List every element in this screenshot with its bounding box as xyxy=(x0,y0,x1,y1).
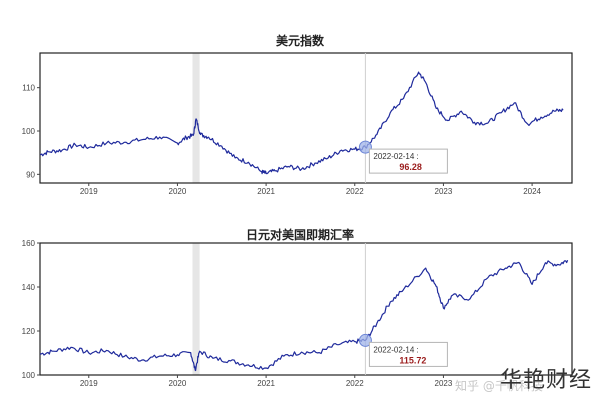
plot-frame xyxy=(39,52,573,184)
y-tick-label: 160 xyxy=(22,239,36,248)
annotation-date: 2022-02-14 : xyxy=(373,152,418,161)
x-tick-label: 2022 xyxy=(346,379,364,388)
chart-title: 美元指数 xyxy=(275,34,324,48)
x-tick-label: 2023 xyxy=(435,379,453,388)
annotation-value: 115.72 xyxy=(399,355,426,365)
source-text: 知乎 @千帆科技 xyxy=(455,379,543,393)
jpy-rate-panel: 日元对美国即期汇率 100 120 140 160 2019 2020 2021 2022 20… xyxy=(0,200,600,400)
series-line xyxy=(39,259,569,372)
x-tick-label: 2022 xyxy=(346,187,364,196)
y-tick-label: 100 xyxy=(22,371,36,380)
highlight-band xyxy=(192,243,200,375)
x-tick-label: 2021 xyxy=(257,379,275,388)
y-tick-label: 100 xyxy=(22,127,36,136)
usd-index-panel: 美元指数 90 100 110 2019 2020 2021 2022 2023 2024 202… xyxy=(22,34,573,196)
annotation-dot xyxy=(358,333,372,347)
x-tick-label: 2024 xyxy=(523,187,541,196)
jpy-rate-chart: 100 120 140 160 2019 2020 2021 2022 2023 2022-02-… xyxy=(22,239,573,388)
annotation-date: 2022-02-14 : xyxy=(373,345,418,354)
x-tick-label: 2019 xyxy=(80,187,98,196)
x-tick-label: 2020 xyxy=(169,187,187,196)
y-tick-label: 120 xyxy=(22,327,36,336)
series-line xyxy=(39,71,564,175)
x-tick-label: 2021 xyxy=(257,187,275,196)
plot-frame xyxy=(39,242,573,376)
usd-index-chart: 90 100 110 2019 2020 2021 2022 2023 2024 2022-02-… xyxy=(22,52,573,196)
watermark: 华艳财经 xyxy=(499,368,592,393)
x-tick-label: 2020 xyxy=(169,379,187,388)
y-tick-label: 90 xyxy=(26,170,35,179)
annotation-box xyxy=(368,341,448,367)
y-tick-label: 110 xyxy=(22,84,35,93)
x-tick-label: 2023 xyxy=(435,187,453,196)
x-tick-label: 2019 xyxy=(80,379,98,388)
annotation-dot xyxy=(358,140,372,154)
annotation-box xyxy=(368,148,448,174)
chart-title: 日元对美国即期汇率 xyxy=(245,228,354,242)
annotation-value: 96.28 xyxy=(399,162,422,172)
y-tick-label: 140 xyxy=(22,283,36,292)
highlight-band xyxy=(192,53,200,183)
